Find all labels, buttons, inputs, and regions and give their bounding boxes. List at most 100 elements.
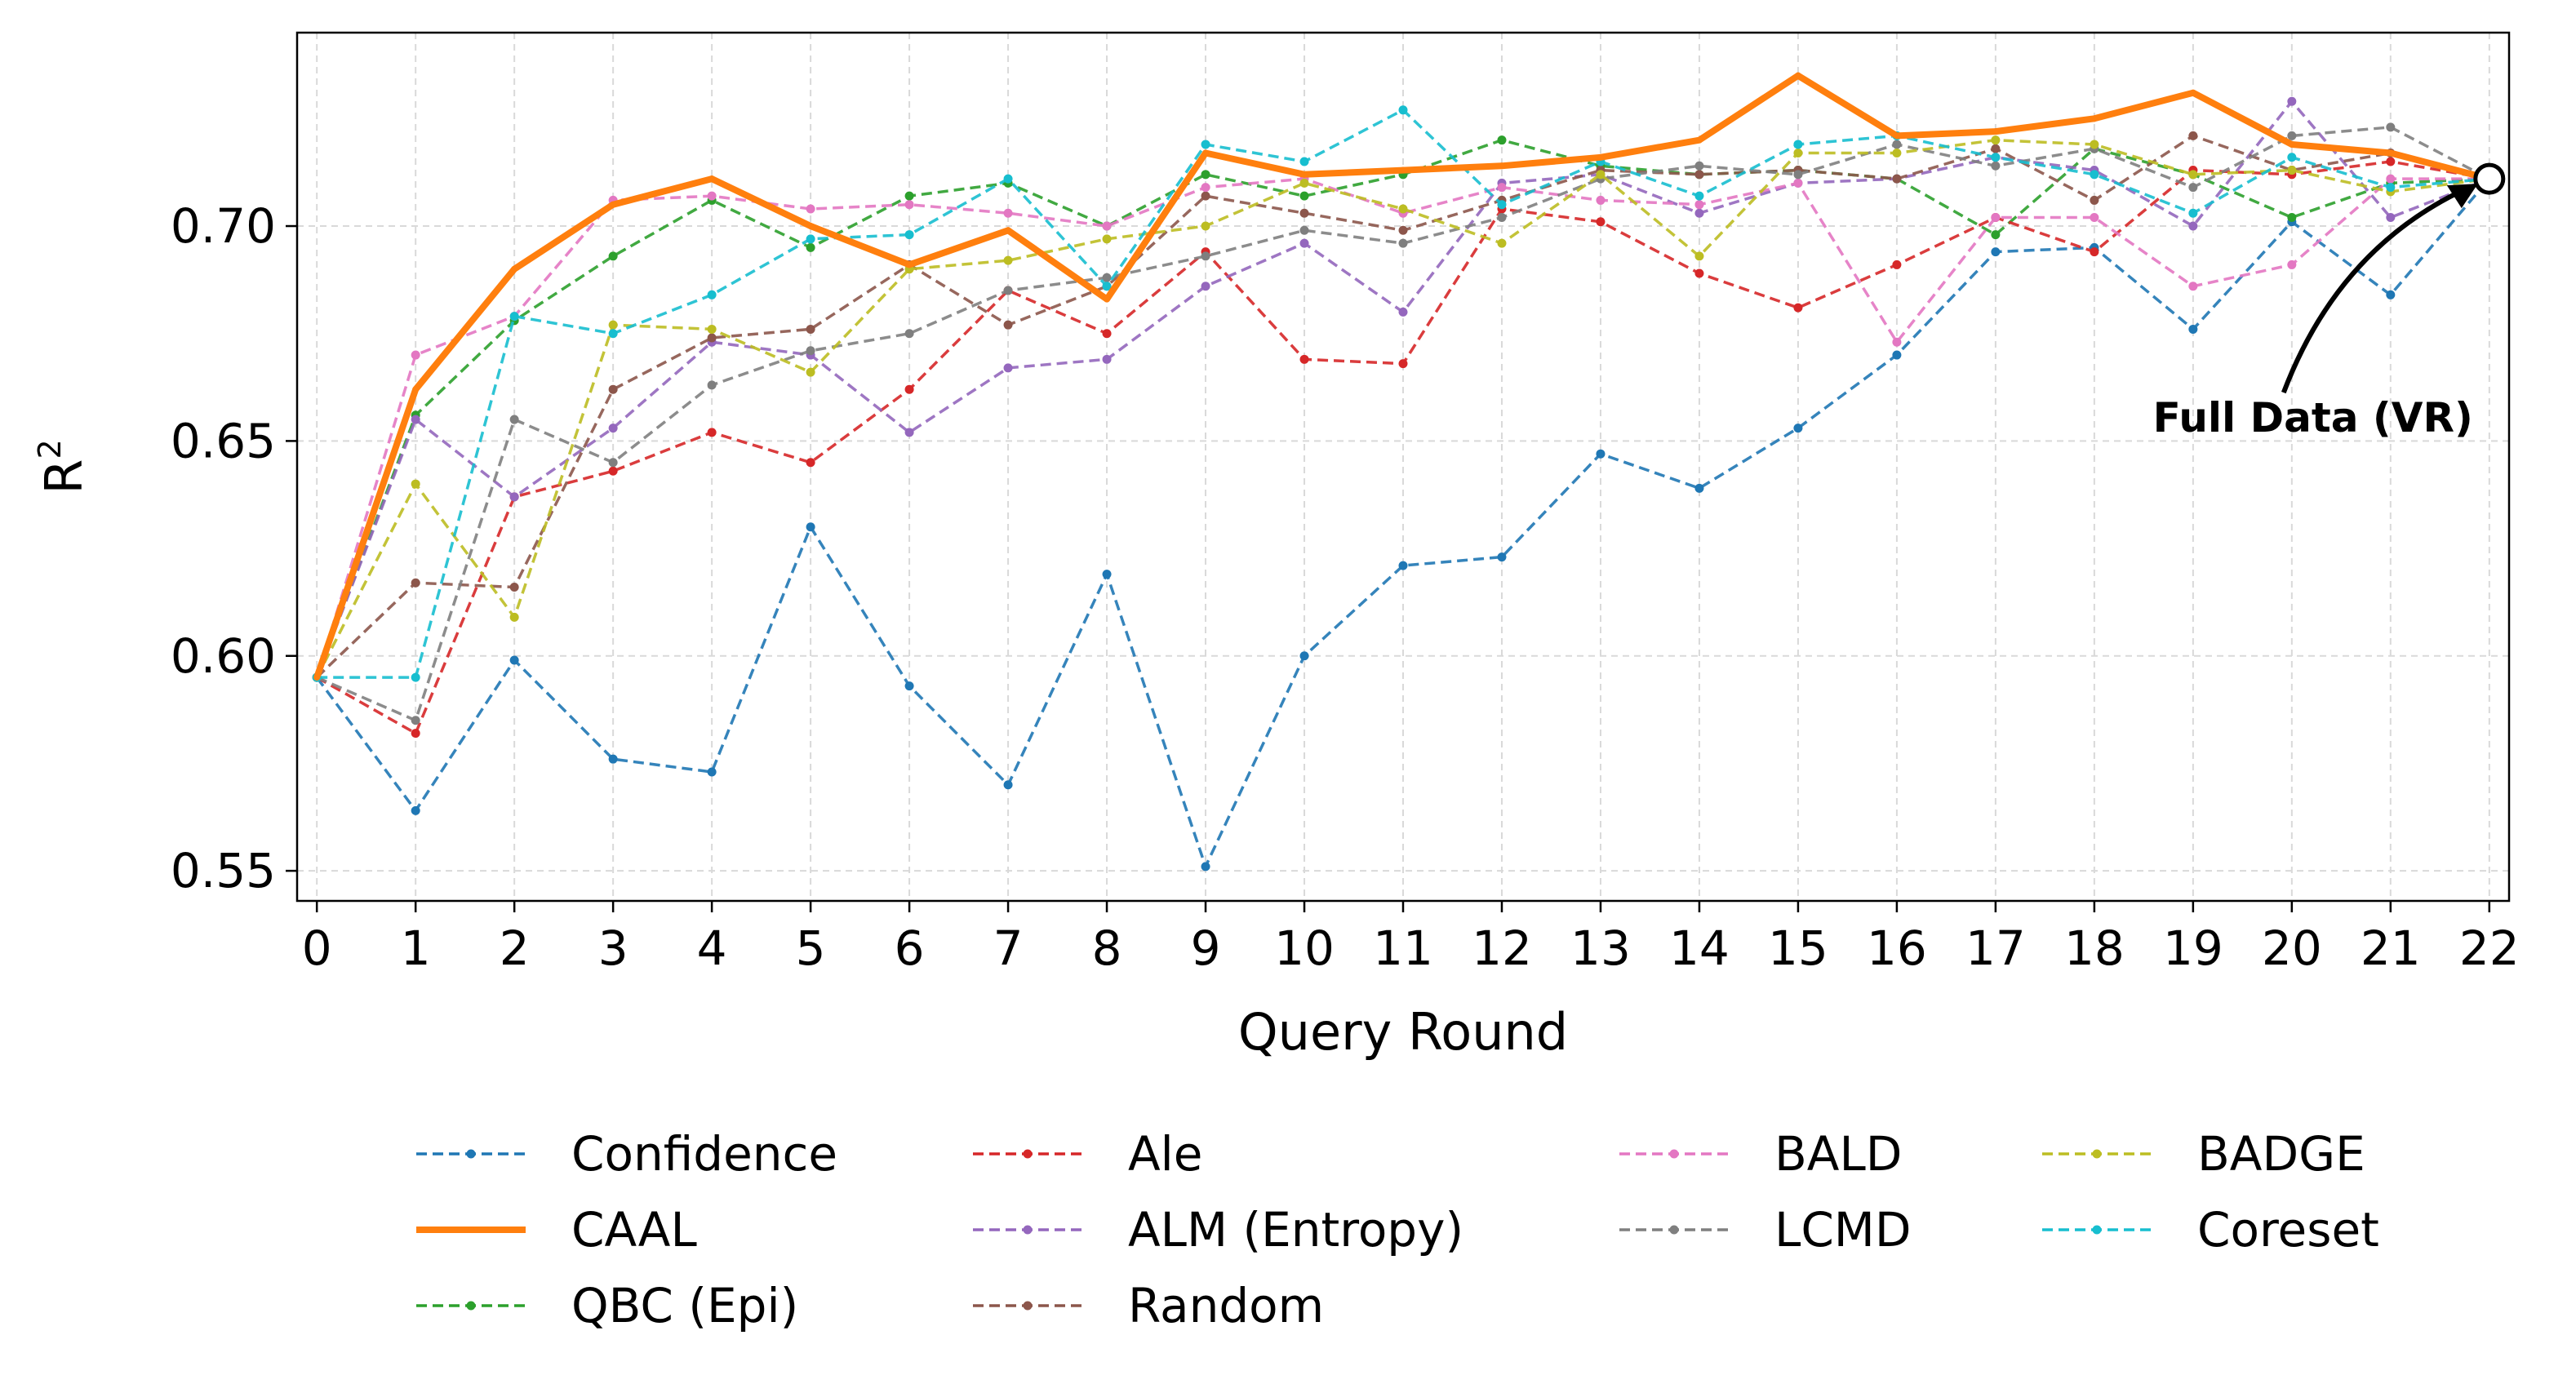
x-tick-label: 1: [401, 920, 431, 976]
data-point: [1497, 212, 1507, 222]
data-point: [806, 234, 815, 244]
data-point: [708, 175, 716, 183]
data-point: [1694, 191, 1704, 201]
data-point: [2188, 208, 2198, 218]
x-tick-label: 17: [1965, 920, 2026, 976]
data-point: [904, 681, 914, 691]
y-tick-label: 0.65: [171, 413, 276, 468]
data-point: [1003, 286, 1013, 295]
series-badge: [312, 135, 2494, 682]
data-point: [1102, 570, 1112, 579]
data-point: [2387, 149, 2394, 157]
data-point: [904, 384, 914, 394]
data-point: [610, 201, 617, 208]
data-point: [2386, 183, 2396, 193]
legend-item: BADGE: [2042, 1126, 2365, 1182]
data-point: [1892, 260, 1902, 269]
data-point: [2090, 140, 2099, 149]
data-point: [1299, 208, 1309, 218]
data-point: [1991, 212, 2001, 222]
data-point: [509, 492, 519, 502]
data-point: [1398, 225, 1408, 235]
data-point: [1102, 329, 1112, 339]
legend-label: BADGE: [2197, 1126, 2365, 1182]
series-confidence: [312, 174, 2494, 872]
data-point: [411, 805, 420, 815]
x-tick-label: 18: [2064, 920, 2125, 976]
data-point: [1694, 170, 1704, 180]
x-tick-label: 6: [895, 920, 925, 976]
data-point: [1992, 128, 1999, 135]
data-point: [1694, 483, 1704, 493]
series-caal: [313, 72, 2493, 681]
data-point: [608, 754, 618, 764]
data-point: [511, 265, 518, 273]
data-point: [2386, 290, 2396, 299]
data-point: [1694, 268, 1704, 278]
data-point: [904, 428, 914, 437]
data-point: [2386, 122, 2396, 132]
data-point: [1003, 320, 1013, 330]
data-point: [411, 479, 420, 489]
data-point: [2287, 96, 2297, 106]
data-point: [608, 466, 618, 476]
x-tick-label: 0: [302, 920, 332, 976]
y-tick-label: 0.55: [171, 843, 276, 898]
series-line: [315, 177, 2489, 678]
data-point: [707, 767, 717, 777]
legend-item: QBC (Epi): [416, 1278, 798, 1333]
data-point: [2287, 131, 2297, 140]
legend-label: Ale: [1128, 1126, 1202, 1182]
data-point: [1498, 162, 1505, 170]
data-point: [1596, 170, 1606, 180]
data-point: [313, 674, 321, 681]
data-point: [2090, 195, 2099, 205]
legend-label: Confidence: [571, 1126, 837, 1182]
data-point: [1398, 561, 1408, 570]
legend-label: CAAL: [571, 1202, 697, 1258]
x-tick-label: 2: [500, 920, 530, 976]
x-tick-label: 13: [1570, 920, 1631, 976]
data-point: [906, 261, 913, 268]
legend-label: Random: [1128, 1278, 1324, 1333]
data-point: [904, 230, 914, 240]
data-point: [707, 324, 717, 334]
data-point: [509, 582, 519, 592]
data-point: [1892, 174, 1902, 184]
x-tick-label: 10: [1274, 920, 1335, 976]
data-point: [411, 350, 420, 360]
legend-item: CAAL: [416, 1202, 697, 1258]
data-point: [1694, 161, 1704, 171]
x-tick-label: 4: [697, 920, 727, 976]
data-point: [1991, 161, 2001, 171]
data-point: [2188, 282, 2198, 291]
data-point: [1104, 295, 1111, 303]
legend-label: QBC (Epi): [571, 1278, 798, 1333]
data-point: [1299, 651, 1309, 661]
x-tick-label: 21: [2361, 920, 2421, 976]
data-point: [1102, 273, 1112, 282]
data-point: [1398, 105, 1408, 115]
data-point: [1102, 234, 1112, 244]
data-point: [904, 329, 914, 339]
data-point: [2287, 153, 2297, 162]
legend: Confidence CAAL QBC (Epi) Ale ALM (Entropy) R…: [416, 1126, 2379, 1333]
data-point: [1003, 780, 1013, 790]
data-point: [608, 320, 618, 330]
data-point: [1793, 303, 1803, 313]
legend-marker: [1023, 1149, 1033, 1159]
data-point: [806, 346, 815, 356]
legend-item: Random: [973, 1278, 1324, 1333]
data-point: [411, 716, 420, 725]
data-point: [1694, 200, 1704, 210]
data-point: [608, 329, 618, 339]
data-point: [2188, 324, 2198, 334]
data-point: [1694, 208, 1704, 218]
series-line: [315, 177, 2491, 868]
data-point: [2287, 212, 2297, 222]
data-point: [1003, 255, 1013, 265]
data-point: [707, 290, 717, 299]
legend-marker: [1023, 1225, 1033, 1235]
x-axis-label: Query Round: [1238, 1002, 1568, 1062]
